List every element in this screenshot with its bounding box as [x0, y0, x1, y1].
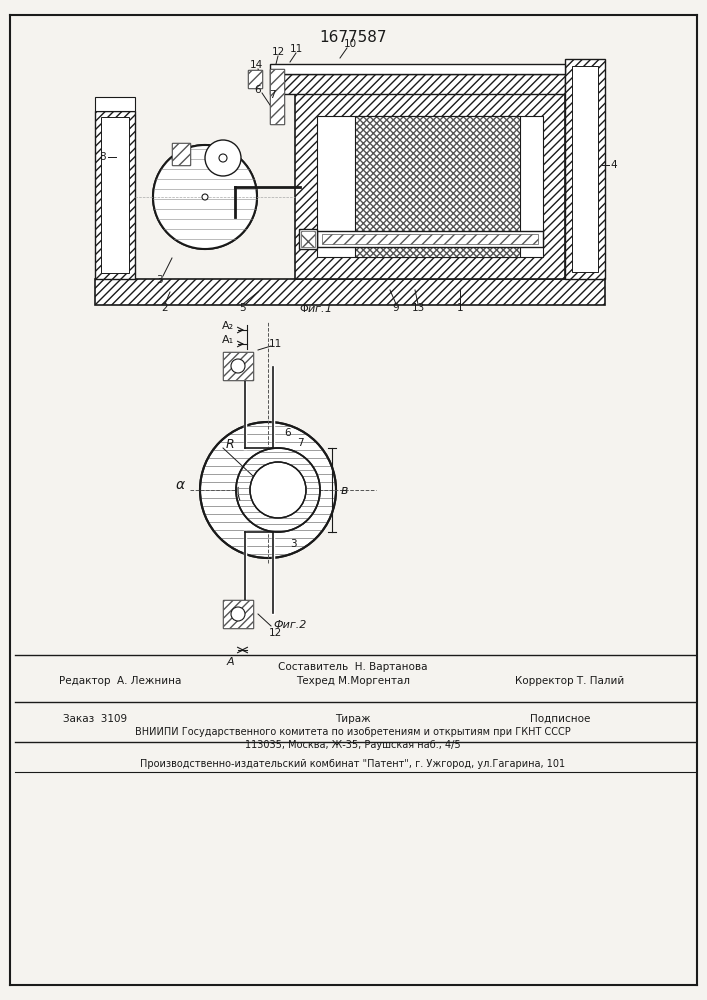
Bar	[317, 231, 543, 247]
Text: Техред М.Моргентал: Техред М.Моргентал	[296, 676, 410, 686]
Text: A₂: A₂	[222, 321, 234, 331]
Bar	[223, 352, 253, 380]
Bar	[317, 116, 543, 257]
Text: A₁: A₁	[222, 335, 234, 345]
Bar	[355, 116, 520, 257]
Bar	[172, 143, 190, 165]
Text: 113035, Москва, Ж-35, Раушская наб., 4/5: 113035, Москва, Ж-35, Раушская наб., 4/5	[245, 740, 461, 750]
Circle shape	[250, 462, 306, 518]
Bar	[295, 94, 565, 279]
Text: Редактор  А. Лежнина: Редактор А. Лежнина	[59, 676, 181, 686]
Text: 11: 11	[269, 339, 281, 349]
Circle shape	[153, 145, 257, 249]
Bar	[301, 231, 315, 247]
Text: 3: 3	[156, 275, 163, 285]
Circle shape	[205, 140, 241, 176]
Text: 13: 13	[411, 303, 425, 313]
Bar	[270, 64, 565, 74]
Text: 5: 5	[240, 303, 246, 313]
Text: 7: 7	[269, 90, 275, 100]
Text: Тираж: Тираж	[335, 714, 370, 724]
Bar	[322, 234, 538, 244]
Text: 8: 8	[100, 152, 106, 162]
Text: 1677587: 1677587	[320, 29, 387, 44]
Bar	[355, 116, 520, 257]
Text: ВНИИПИ Государственного комитета по изобретениям и открытиям при ГКНТ СССР: ВНИИПИ Государственного комитета по изоб…	[135, 727, 571, 737]
Text: 12: 12	[271, 47, 285, 57]
Text: 1: 1	[457, 303, 463, 313]
Text: A: A	[226, 657, 234, 667]
Text: Производственно-издательский комбинат "Патент", г. Ужгород, ул.Гагарина, 101: Производственно-издательский комбинат "П…	[141, 759, 566, 769]
Text: α: α	[175, 478, 185, 492]
Bar	[565, 59, 605, 279]
Text: R: R	[226, 438, 234, 452]
Text: Фиг.2: Фиг.2	[274, 620, 307, 630]
Text: Заказ  3109: Заказ 3109	[63, 714, 127, 724]
Text: 6: 6	[255, 85, 262, 95]
Bar	[101, 117, 129, 273]
Bar	[248, 70, 262, 88]
Bar	[270, 74, 565, 94]
Bar	[270, 69, 284, 124]
Text: 2: 2	[162, 303, 168, 313]
Text: 6: 6	[285, 428, 291, 438]
Text: 9: 9	[392, 303, 399, 313]
Text: $\Phi$иг.1: $\Phi$иг.1	[298, 302, 332, 314]
Circle shape	[236, 448, 320, 532]
Circle shape	[231, 607, 245, 621]
Bar	[95, 111, 135, 279]
Bar	[95, 279, 605, 305]
Text: 12: 12	[269, 628, 281, 638]
Bar	[299, 229, 317, 249]
Text: Составитель  Н. Вартанова: Составитель Н. Вартанова	[279, 662, 428, 672]
Text: Подписное: Подписное	[530, 714, 590, 724]
Circle shape	[200, 422, 336, 558]
Text: в: в	[340, 484, 348, 496]
Text: 14: 14	[250, 60, 262, 70]
Bar	[223, 600, 253, 628]
Text: 4: 4	[611, 160, 617, 170]
Text: 7: 7	[297, 438, 303, 448]
Circle shape	[202, 194, 208, 200]
Circle shape	[219, 154, 227, 162]
Bar	[270, 69, 284, 124]
Bar	[223, 600, 253, 628]
Text: Корректор Т. Палий: Корректор Т. Палий	[515, 676, 624, 686]
Bar	[572, 66, 598, 272]
Bar	[248, 70, 262, 88]
Bar	[95, 97, 135, 111]
Circle shape	[231, 359, 245, 373]
Bar	[223, 352, 253, 380]
Text: 10: 10	[344, 39, 356, 49]
Text: 3: 3	[290, 539, 296, 549]
Text: 11: 11	[289, 44, 303, 54]
Circle shape	[153, 145, 257, 249]
Bar	[172, 143, 190, 165]
